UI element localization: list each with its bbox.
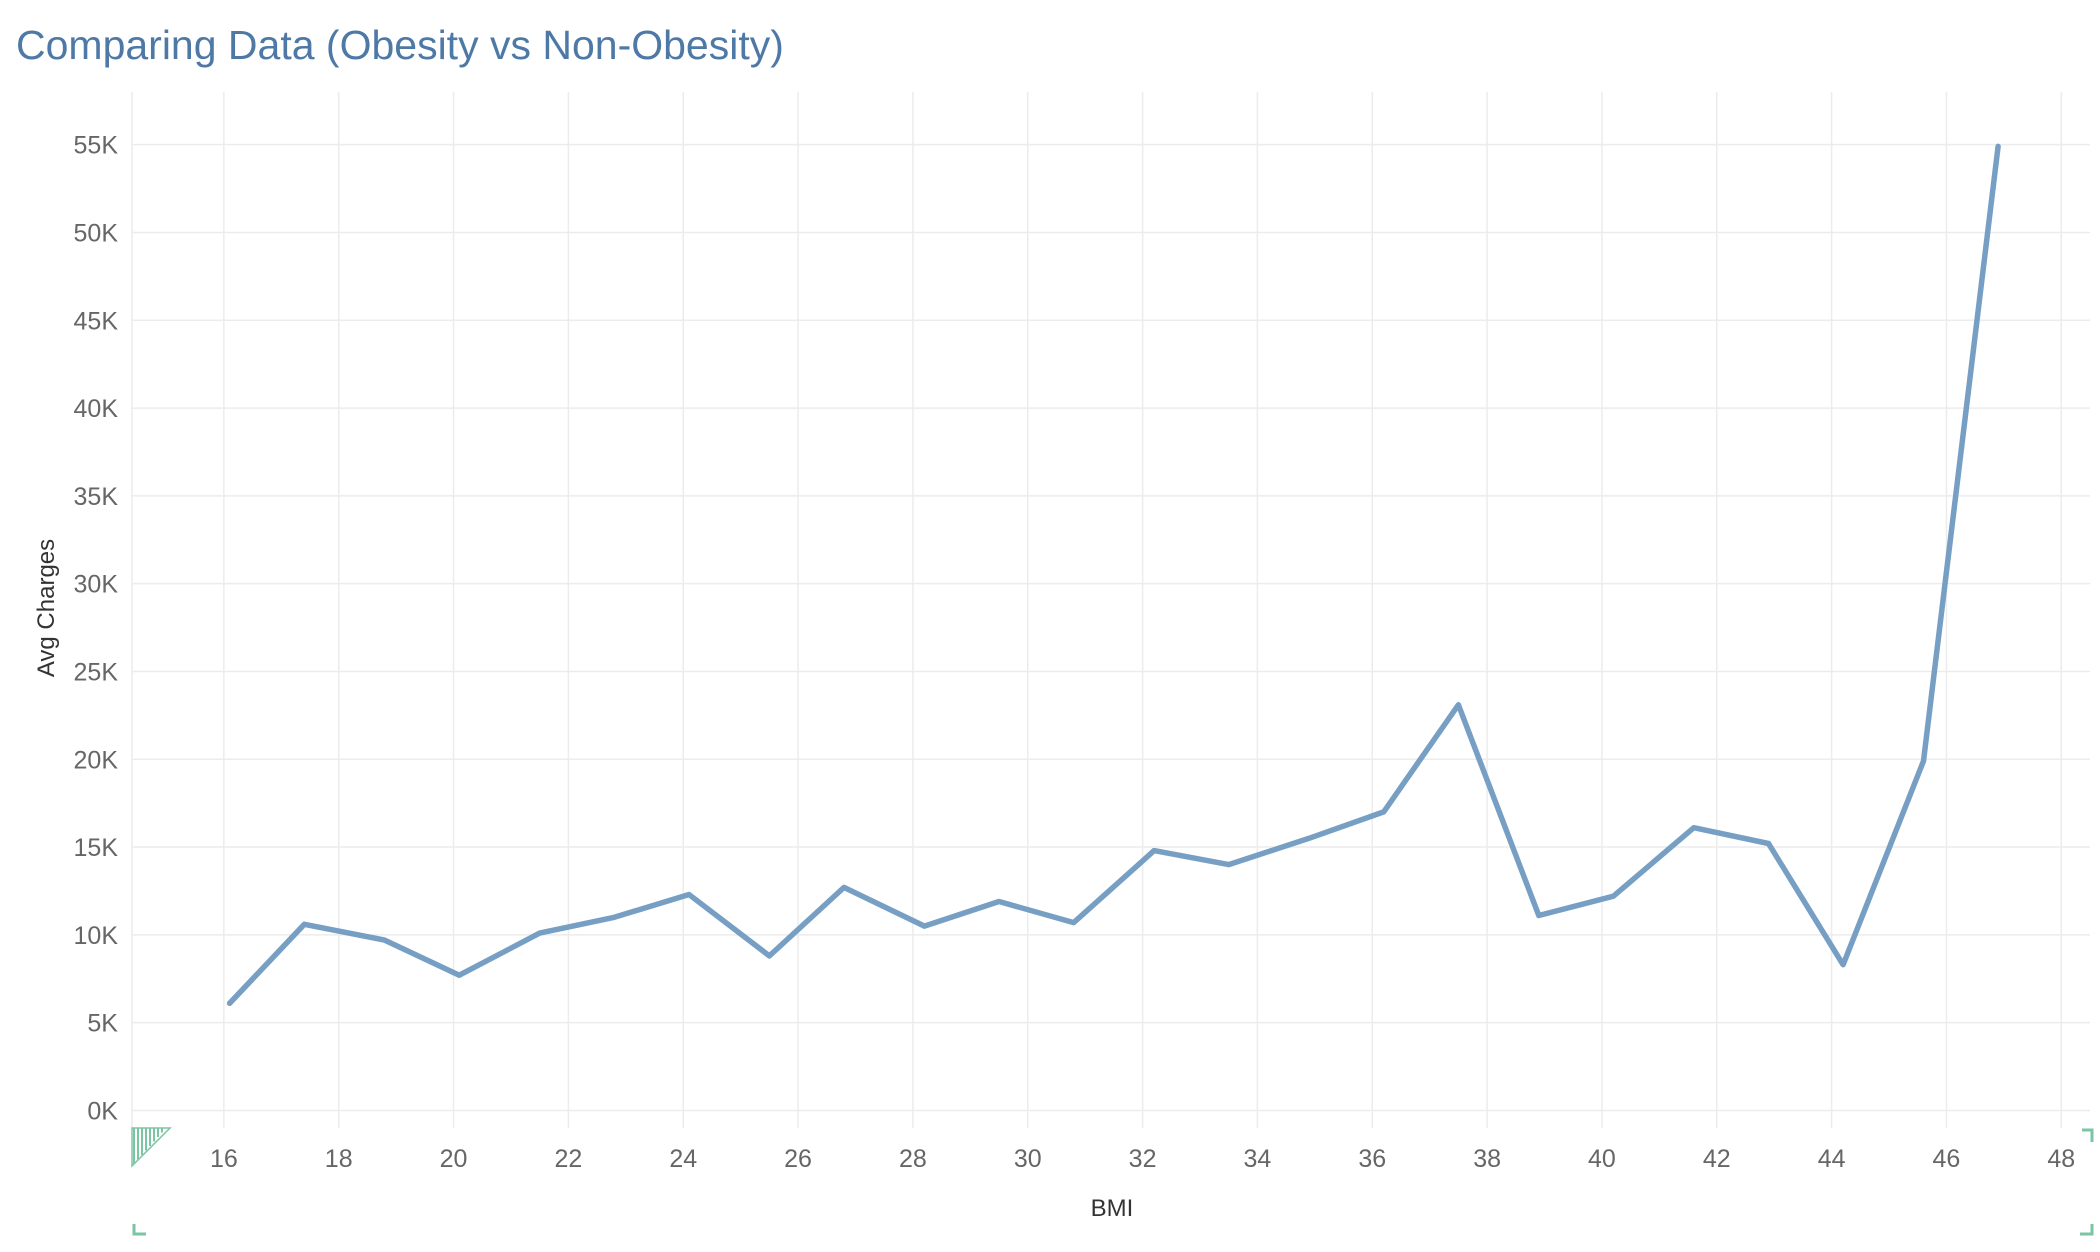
x-axis-title: BMI xyxy=(1091,1195,1134,1222)
data-point[interactable] xyxy=(683,888,695,900)
y-tick-label: 20K xyxy=(74,746,119,774)
x-tick-label: 40 xyxy=(1588,1145,1616,1173)
x-tick-label: 28 xyxy=(899,1145,927,1173)
data-point[interactable] xyxy=(608,911,620,923)
data-point[interactable] xyxy=(1533,910,1545,922)
data-point[interactable] xyxy=(379,934,391,946)
x-tick-label: 24 xyxy=(669,1145,697,1173)
x-tick-label: 20 xyxy=(440,1145,468,1173)
series-layer xyxy=(224,140,2004,1009)
data-point[interactable] xyxy=(534,927,546,939)
x-tick-label: 44 xyxy=(1818,1145,1846,1173)
data-point[interactable] xyxy=(1378,806,1390,818)
data-point[interactable] xyxy=(993,895,1005,907)
x-tick-label: 36 xyxy=(1358,1145,1386,1173)
x-tick-label: 32 xyxy=(1129,1145,1157,1173)
y-tick-label: 5K xyxy=(87,1010,118,1038)
x-tick-label: 16 xyxy=(210,1145,238,1173)
data-point[interactable] xyxy=(1068,917,1080,929)
vertical-gridlines xyxy=(131,92,2063,1128)
data-point[interactable] xyxy=(1223,859,1235,871)
data-point[interactable] xyxy=(1762,838,1774,850)
bracket-top-right xyxy=(2082,1128,2094,1142)
data-point[interactable] xyxy=(1607,890,1619,902)
data-point[interactable] xyxy=(838,881,850,893)
y-tick-label: 10K xyxy=(74,922,119,950)
data-point[interactable] xyxy=(1992,140,2004,152)
x-tick-label: 46 xyxy=(1933,1145,1961,1173)
x-tick-label: 22 xyxy=(554,1145,582,1173)
y-tick-label: 45K xyxy=(74,307,119,335)
x-tick-label: 48 xyxy=(2047,1145,2075,1173)
y-tick-label: 15K xyxy=(74,834,119,862)
x-tick-label: 42 xyxy=(1703,1145,1731,1173)
series-line[interactable] xyxy=(226,143,2001,1007)
y-tick-label: 0K xyxy=(87,1097,118,1125)
data-point[interactable] xyxy=(1837,959,1849,971)
x-axis-tick-labels: 16 18 20 22 24 26 28 30 32 34 36 38 40 42 44 46 48 xyxy=(210,1145,2075,1173)
data-point[interactable] xyxy=(453,969,465,981)
x-tick-label: 18 xyxy=(325,1145,353,1173)
data-point[interactable] xyxy=(224,997,236,1009)
y-axis-tick-labels: 0K 5K 10K 15K 20K 25K 30K 35K 40K 45K 50K 55K xyxy=(74,132,119,1126)
bracket-bottom-right xyxy=(2080,1224,2094,1236)
data-point[interactable] xyxy=(763,950,775,962)
x-tick-label: 38 xyxy=(1473,1145,1501,1173)
y-tick-label: 50K xyxy=(74,219,119,247)
horizontal-gridlines xyxy=(132,143,2090,1112)
y-tick-label: 25K xyxy=(74,658,119,686)
data-point[interactable] xyxy=(1917,755,1929,767)
data-point[interactable] xyxy=(298,918,310,930)
x-tick-label: 34 xyxy=(1244,1145,1272,1173)
y-tick-label: 40K xyxy=(74,395,119,423)
data-point[interactable] xyxy=(918,920,930,932)
y-tick-label: 35K xyxy=(74,483,119,511)
x-tick-label: 30 xyxy=(1014,1145,1042,1173)
data-point[interactable] xyxy=(1452,699,1464,711)
x-tick-label: 26 xyxy=(784,1145,812,1173)
selection-indicators xyxy=(131,1127,2094,1236)
y-tick-label: 55K xyxy=(74,132,119,160)
y-tick-label: 30K xyxy=(74,571,119,599)
data-point[interactable] xyxy=(1688,822,1700,834)
data-point[interactable] xyxy=(1303,832,1315,844)
bracket-bottom-left xyxy=(132,1224,146,1236)
chart-title: Comparing Data (Obesity vs Non-Obesity) xyxy=(16,22,784,68)
y-axis-title: Avg Charges xyxy=(33,539,60,677)
data-point[interactable] xyxy=(1148,845,1160,857)
